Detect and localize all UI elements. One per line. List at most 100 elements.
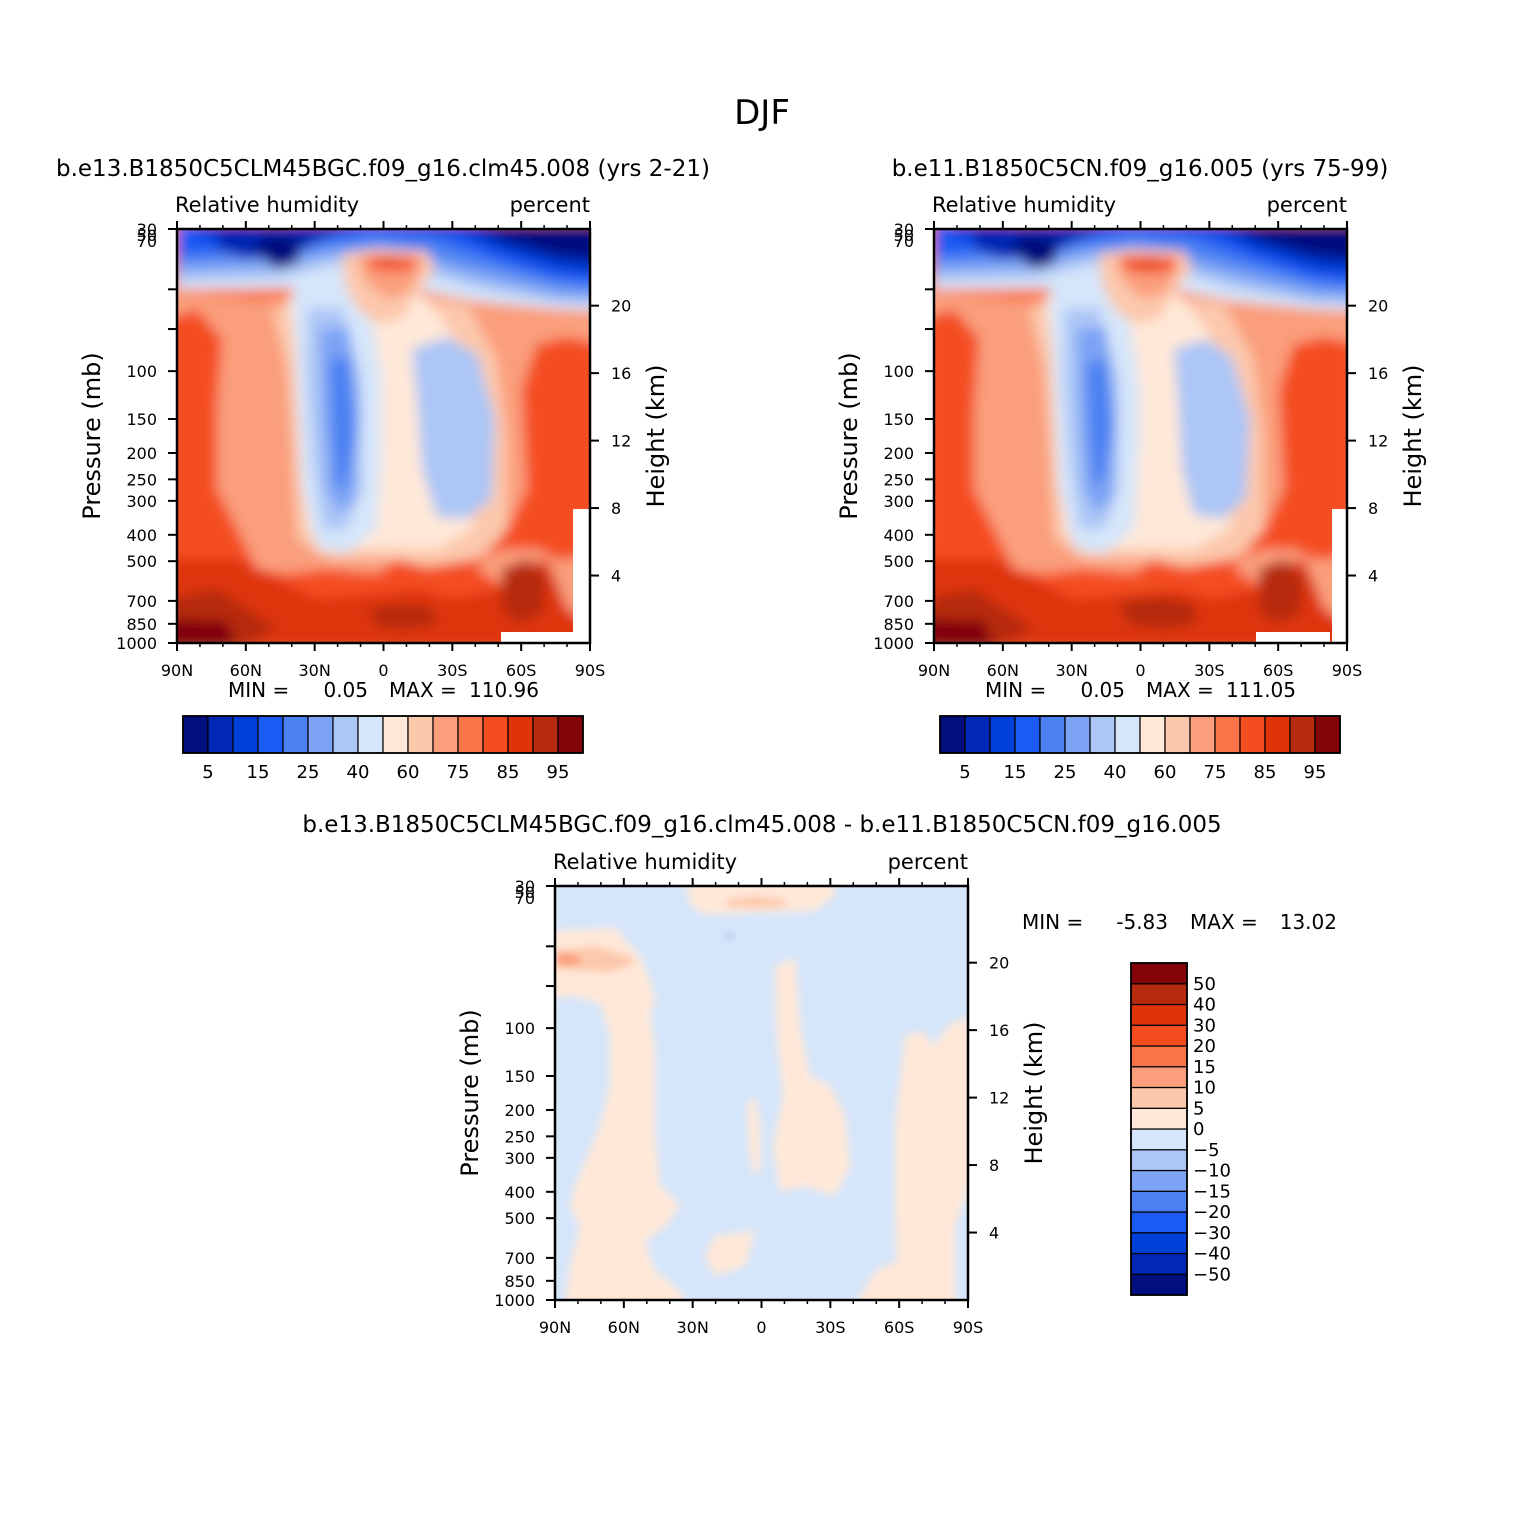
x-tick-label: 30N xyxy=(1056,661,1088,680)
contour-fill xyxy=(1119,597,1196,629)
contour-fill xyxy=(1259,559,1304,624)
contour-fill xyxy=(177,559,590,643)
contour-fill xyxy=(252,229,590,269)
contour-fill xyxy=(773,958,850,1196)
colorbar-swatch xyxy=(282,715,309,754)
colorbar-swatch xyxy=(1130,1252,1188,1275)
colorbar-swatch xyxy=(1130,962,1188,985)
contour-fill xyxy=(705,1231,755,1276)
x-tick-label: 60N xyxy=(987,661,1019,680)
panel-right-max-label: MAX = xyxy=(1146,678,1214,702)
y-tick-label: 850 xyxy=(126,615,157,634)
x-tick-label: 90N xyxy=(539,1318,571,1337)
x-tick-label: 30S xyxy=(437,661,468,680)
colorbar-label: 40 xyxy=(347,762,370,783)
colorbar-label: −20 xyxy=(1193,1202,1231,1223)
colorbar-label: 50 xyxy=(1193,974,1216,995)
colorbar-swatch xyxy=(1214,715,1241,754)
y-right-tick-label: 8 xyxy=(1368,499,1378,518)
panel-difference-ylabel-right: Height (km) xyxy=(1020,1022,1048,1165)
colorbar-swatch xyxy=(1014,715,1041,754)
panel-left-min-label: MIN = xyxy=(228,678,289,702)
colorbar-swatch xyxy=(1139,715,1166,754)
colorbar-swatch xyxy=(1114,715,1141,754)
colorbar-swatch xyxy=(1164,715,1191,754)
y-tick-label: 500 xyxy=(883,552,914,571)
colorbar-swatch xyxy=(182,715,209,754)
colorbar-label: 75 xyxy=(1204,762,1227,783)
y-tick-label: 100 xyxy=(126,362,157,381)
contour-fill xyxy=(747,1096,761,1176)
panel-right-title: b.e11.B1850C5CN.f09_g16.005 (yrs 75-99) xyxy=(892,156,1389,182)
panel-left-min-value: 0.05 xyxy=(323,678,368,702)
colorbar-swatch xyxy=(532,715,559,754)
y-tick-label: 100 xyxy=(504,1019,535,1038)
colorbar-swatch xyxy=(989,715,1016,754)
x-tick-label: 60N xyxy=(608,1318,640,1337)
colorbar-swatch xyxy=(1130,1232,1188,1255)
y-tick-label: 400 xyxy=(504,1183,535,1202)
contour-fill xyxy=(177,619,235,643)
y-right-tick-label: 4 xyxy=(989,1224,999,1243)
colorbar-label: 95 xyxy=(547,762,570,783)
y-tick-label: 250 xyxy=(504,1127,535,1146)
colorbar-swatch xyxy=(1314,715,1341,754)
colorbar-label: 5 xyxy=(1193,1098,1204,1119)
y-right-tick-label: 12 xyxy=(611,432,631,451)
contour-fill xyxy=(858,1016,968,1300)
y-tick-label: 200 xyxy=(504,1101,535,1120)
y-tick-label: 200 xyxy=(126,444,157,463)
x-tick-label: 90S xyxy=(1332,661,1363,680)
y-tick-label: 700 xyxy=(126,592,157,611)
colorbar-label: 0 xyxy=(1193,1119,1204,1140)
colorbar-swatch xyxy=(1064,715,1091,754)
colorbar-swatch xyxy=(207,715,234,754)
y-tick-label: 300 xyxy=(126,492,157,511)
colorbar-label: 10 xyxy=(1193,1078,1216,1099)
panel-difference-max-value: 13.02 xyxy=(1280,910,1337,934)
colorbar-label: 5 xyxy=(202,762,213,783)
panel-right-max-value: 111.05 xyxy=(1226,678,1296,702)
panel-right-variable-label: Relative humidity xyxy=(932,193,1116,217)
y-tick-label: 150 xyxy=(883,410,914,429)
panel-right-units-label: percent xyxy=(1267,193,1347,217)
contour-missing-region xyxy=(573,509,590,643)
y-right-tick-label: 20 xyxy=(989,954,1009,973)
contour-fill xyxy=(555,952,583,966)
colorbar-swatch xyxy=(1130,983,1188,1006)
colorbar-label: 75 xyxy=(447,762,470,783)
x-tick-label: 0 xyxy=(378,661,388,680)
colorbar-label: 85 xyxy=(497,762,520,783)
colorbar-swatch xyxy=(1039,715,1066,754)
x-tick-label: 60N xyxy=(230,661,262,680)
colorbar-swatch xyxy=(1130,1024,1188,1047)
colorbar-label: 95 xyxy=(1304,762,1327,783)
contour-fill xyxy=(723,933,735,939)
panel-difference-ylabel: Pressure (mb) xyxy=(456,1009,484,1176)
y-tick-label: 70 xyxy=(137,232,157,251)
y-tick-label: 1000 xyxy=(873,634,914,653)
y-right-tick-label: 12 xyxy=(989,1089,1009,1108)
x-tick-label: 0 xyxy=(756,1318,766,1337)
colorbar-swatch xyxy=(482,715,509,754)
y-tick-label: 500 xyxy=(504,1209,535,1228)
colorbar-swatch xyxy=(1130,1273,1188,1296)
x-tick-label: 30S xyxy=(1194,661,1225,680)
colorbar-swatch xyxy=(1189,715,1216,754)
colorbar-label: −30 xyxy=(1193,1223,1231,1244)
colorbar-swatch xyxy=(332,715,359,754)
y-tick-label: 30 xyxy=(894,220,914,239)
y-tick-label: 250 xyxy=(126,470,157,489)
panel-left-max-label: MAX = xyxy=(389,678,457,702)
panel-difference: b.e13.B1850C5CLM45BGC.f09_g16.clm45.008 … xyxy=(302,812,1337,1337)
colorbar-label: 25 xyxy=(1054,762,1077,783)
y-tick-label: 400 xyxy=(883,526,914,545)
y-right-tick-label: 8 xyxy=(611,499,621,518)
contour-missing-region xyxy=(1256,632,1330,643)
y-right-tick-label: 20 xyxy=(611,297,631,316)
colorbar-swatch xyxy=(232,715,259,754)
